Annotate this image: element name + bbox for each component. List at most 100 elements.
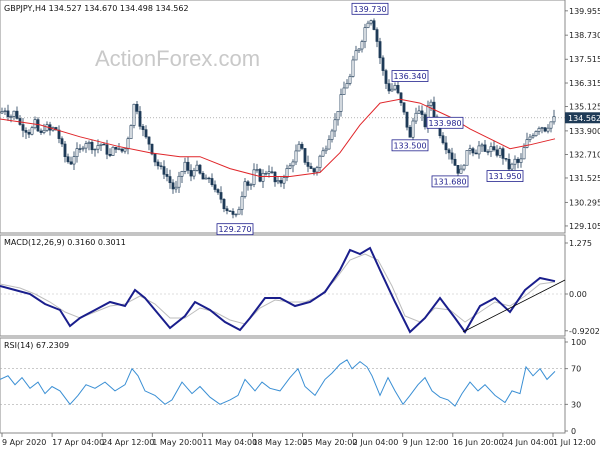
price-y-tick-label: 133.900: [569, 127, 600, 136]
price-y-tick-label: 130.295: [569, 198, 600, 207]
price-label-box: [216, 223, 254, 236]
price-label-box: [391, 139, 429, 152]
candle-body: [42, 129, 46, 133]
candle-body: [447, 149, 451, 154]
candle-body: [3, 110, 7, 112]
candle-body: [345, 83, 349, 89]
candle-body: [486, 151, 490, 153]
x-tick-label: 18 May 12:00: [252, 438, 307, 447]
price-y-tick-label: 136.315: [569, 79, 600, 88]
macd-series: [0, 246, 566, 334]
current-price-tag: [565, 112, 600, 124]
candle-body: [546, 127, 550, 132]
price-annotations: 139.730 136.340 133.500 133.980 131.680 131.9…: [216, 2, 524, 236]
candle-body: [165, 174, 169, 177]
candle-body: [90, 142, 94, 151]
candle-body: [429, 101, 433, 106]
price-y-tick-label: 137.515: [569, 55, 600, 64]
price-ma-line: [0, 98, 556, 177]
candle-body: [315, 167, 319, 173]
candle-body: [294, 150, 298, 163]
price-label-box: [486, 170, 524, 182]
candle-body: [549, 121, 553, 129]
candle-body: [330, 130, 334, 140]
rsi-y-tick-label: 0: [571, 427, 576, 436]
candle-body: [300, 143, 304, 149]
candle-body: [0, 111, 4, 114]
price-label: 133.500: [393, 141, 426, 150]
candle-body: [15, 110, 19, 119]
candle-body: [324, 148, 328, 152]
candle-body: [333, 119, 337, 132]
candle-body: [528, 136, 532, 140]
candle-body: [84, 143, 88, 149]
candle-body: [39, 130, 43, 133]
rsi-pane-title: RSI(14) 67.2309: [4, 341, 69, 350]
candle-body: [348, 76, 352, 84]
candle-body: [417, 110, 421, 114]
candle-body: [195, 164, 199, 171]
candle-body: [9, 116, 13, 118]
candle-body: [351, 59, 355, 77]
candle-body: [228, 210, 232, 212]
candle-body: [372, 20, 376, 30]
candle-body: [366, 22, 370, 28]
candle-body: [441, 135, 445, 144]
candle-body: [513, 158, 517, 165]
x-tick-label: 11 May 04:00: [202, 438, 257, 447]
candle-body: [174, 186, 178, 190]
candle-body: [483, 144, 487, 152]
candle-body: [69, 161, 73, 165]
macd-y-tick-label: 1.275: [569, 239, 592, 248]
candle-body: [159, 165, 163, 167]
rsi-series: [0, 359, 565, 407]
candle-body: [63, 143, 67, 157]
candle-body: [264, 172, 268, 175]
x-tick-label: 9 Jun 12:00: [403, 438, 449, 447]
candle-body: [192, 170, 196, 177]
candle-body: [510, 163, 514, 170]
price-label: 129.270: [218, 225, 251, 234]
candle-body: [240, 196, 244, 210]
price-pane-title: GBPJPY,H4 134.527 134.670 134.498 134.56…: [4, 4, 189, 13]
candle-body: [162, 166, 166, 175]
candle-body: [36, 119, 40, 132]
price-candles: [0, 18, 556, 219]
candle-body: [138, 111, 142, 127]
candle-body: [312, 168, 316, 173]
candle-body: [507, 158, 511, 170]
candle-body: [537, 128, 541, 132]
price-label-box: [426, 116, 464, 129]
candle-body: [114, 146, 118, 150]
candle-body: [303, 148, 307, 163]
candle-body: [516, 158, 520, 163]
candle-body: [387, 83, 391, 92]
candle-body: [183, 161, 187, 172]
candle-body: [393, 85, 397, 90]
candle-body: [102, 143, 106, 146]
candle-body: [531, 135, 535, 138]
candle-body: [495, 149, 499, 156]
candle-body: [543, 127, 547, 132]
macd-trendline: [462, 279, 566, 333]
candle-body: [207, 177, 211, 180]
candle-body: [189, 170, 193, 177]
candle-body: [144, 129, 148, 138]
candle-body: [375, 29, 379, 42]
candle-body: [327, 139, 331, 150]
price-y-tick-label: 132.710: [569, 150, 600, 159]
candle-body: [258, 169, 262, 182]
price-y-tick-label: 139.955: [569, 7, 600, 16]
candle-body: [75, 148, 79, 157]
candle-body: [132, 103, 136, 126]
candle-body: [87, 142, 91, 144]
candle-body: [255, 169, 259, 171]
moving-average-line: [0, 98, 556, 177]
price-y-tick-label: 131.525: [569, 174, 600, 183]
candle-body: [57, 129, 61, 139]
candle-body: [414, 112, 418, 122]
price-y-ticks: 139.955 138.730 137.515 136.315 135.125 133.9…: [565, 7, 600, 231]
candle-body: [489, 146, 493, 153]
